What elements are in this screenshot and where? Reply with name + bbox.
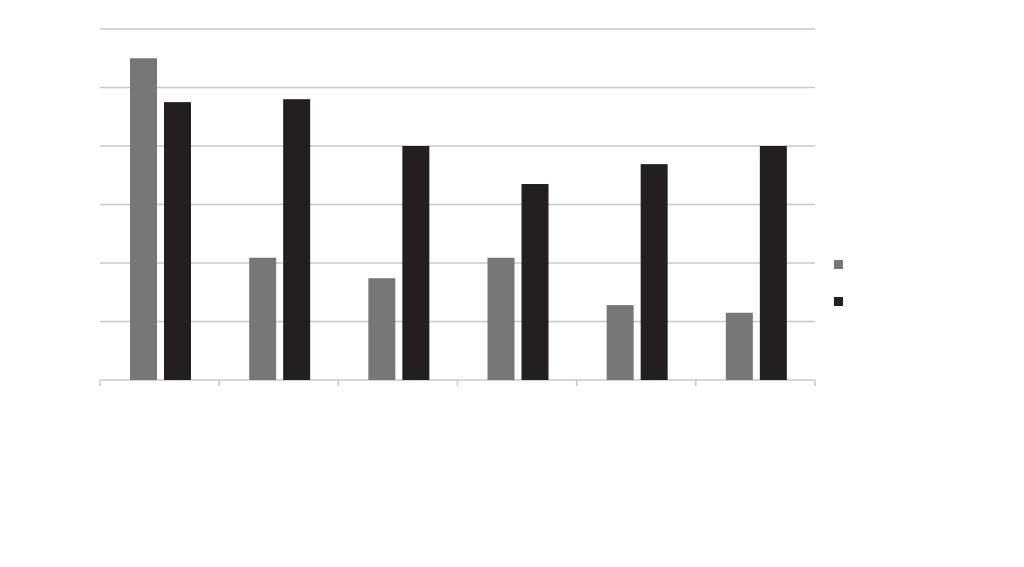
bar bbox=[521, 184, 549, 380]
bar bbox=[640, 164, 668, 380]
legend-swatch bbox=[834, 297, 843, 306]
bar bbox=[759, 146, 787, 380]
bar bbox=[283, 99, 311, 380]
bar bbox=[402, 146, 430, 380]
legend-swatch bbox=[834, 260, 843, 269]
bar bbox=[368, 278, 396, 380]
bar bbox=[725, 312, 753, 380]
bar bbox=[249, 257, 277, 380]
bar bbox=[606, 305, 634, 380]
bar bbox=[130, 58, 157, 380]
bar bbox=[487, 257, 515, 380]
bar bbox=[164, 102, 191, 380]
